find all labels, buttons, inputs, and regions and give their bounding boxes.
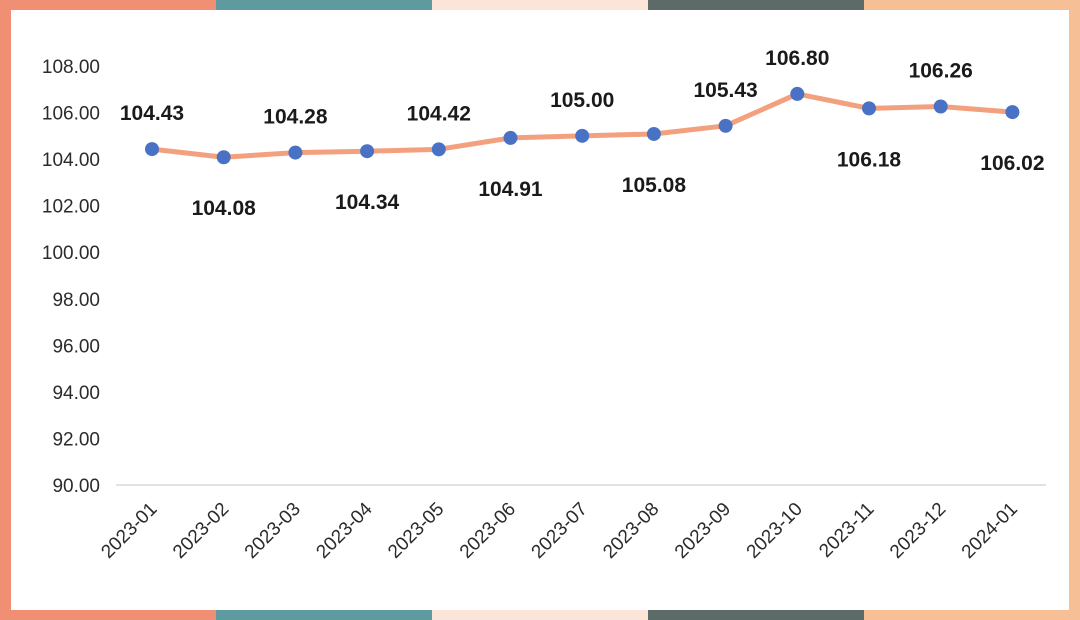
frame-bottom-segment-2 [432,610,648,620]
y-tick-label: 92.00 [52,429,100,450]
frame-left-border [0,0,11,620]
data-label: 104.91 [478,178,543,201]
data-point [575,128,590,143]
frame-bottom-segment-1 [216,610,432,620]
x-tick-label: 2023-02 [169,499,233,563]
data-point [431,142,446,157]
data-label: 105.00 [550,89,614,112]
frame-top-segment-4 [864,0,1080,10]
data-label: 104.43 [120,102,184,125]
x-tick-label: 2023-06 [456,499,520,563]
data-label: 106.02 [980,152,1044,175]
x-tick-label: 2023-01 [97,499,161,563]
frame-bottom-segment-0 [0,610,216,620]
data-label: 106.18 [837,148,902,171]
data-label: 104.34 [335,191,400,214]
x-tick-label: 2024-01 [958,499,1022,563]
frame-bottom-segment-4 [864,610,1080,620]
data-label: 104.08 [192,197,257,220]
data-point [288,145,303,160]
data-point [646,126,661,141]
x-tick-label: 2023-10 [743,499,807,563]
x-tick-label: 2023-04 [312,498,376,562]
y-tick-label: 96.00 [52,336,100,357]
y-tick-label: 106.00 [42,104,100,125]
y-tick-label: 90.00 [52,476,100,497]
data-label: 106.80 [765,47,829,70]
data-label: 106.26 [909,60,973,83]
x-tick-label: 2023-09 [671,499,735,563]
frame-top-segment-1 [216,0,432,10]
data-point [1005,105,1020,120]
x-tick-label: 2023-03 [241,499,305,563]
data-point [933,99,948,114]
x-tick-label: 2023-05 [384,499,448,563]
data-point [718,118,733,133]
frame-bottom-segment-3 [648,610,864,620]
x-tick-label: 2023-12 [886,499,950,563]
y-tick-label: 100.00 [42,243,100,264]
series-line [145,86,1020,165]
frame-right-border [1069,0,1080,620]
y-tick-label: 98.00 [52,290,100,311]
data-point [862,101,876,116]
data-label: 105.08 [622,174,687,197]
data-label: 104.28 [263,106,328,129]
y-tick-label: 108.00 [42,57,100,78]
data-label: 104.42 [407,102,471,125]
y-tick-label: 104.00 [42,150,100,171]
data-point [360,144,375,159]
x-tick-label: 2023-07 [528,499,592,563]
x-tick-label: 2023-11 [815,499,878,562]
data-labels: 104.43 104.08 104.28 104.34 104.42 104.91 105.… [120,47,1045,220]
data-label: 105.43 [693,79,757,102]
data-point [503,130,518,145]
x-axis: 2023-01 2023-02 2023-03 2023-04 2023-05 2023-… [97,484,1046,563]
y-axis: 90.00 92.00 94.00 96.00 98.00 100.00 102.00 104… [42,57,100,497]
data-point [145,142,159,157]
y-tick-label: 94.00 [52,383,100,404]
x-tick-label: 2023-08 [599,499,663,563]
frame-top-segment-3 [648,0,864,10]
data-point [790,86,805,101]
y-tick-label: 102.00 [42,197,100,218]
frame-top-segment-0 [0,0,216,10]
frame-top-segment-2 [432,0,648,10]
data-point [216,150,231,165]
